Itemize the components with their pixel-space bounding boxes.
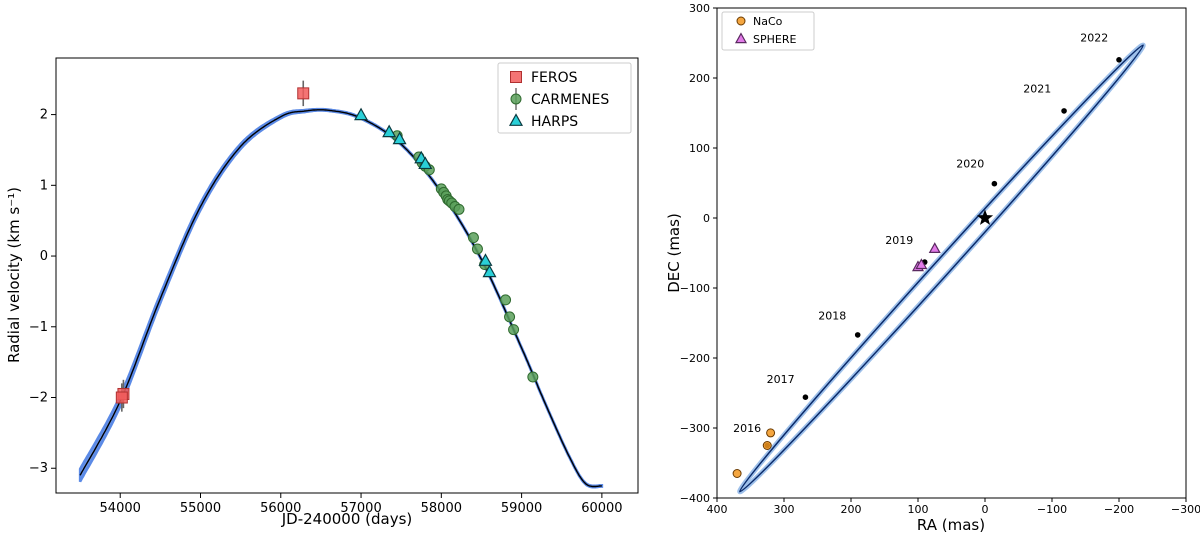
astrometry-legend: NaCo SPHERE — [721, 11, 815, 51]
astrometry-y-tick-label: −300 — [680, 422, 710, 435]
astrometry-y-tick-label: 0 — [703, 212, 710, 225]
rv-data-points — [115, 80, 539, 412]
rv-legend-box — [497, 62, 632, 134]
astrometry-epoch-dot — [854, 332, 861, 338]
astrometry-x-tick-label: 0 — [982, 503, 989, 516]
astrometry-x-tick-label: 300 — [774, 503, 795, 516]
rv-harps-point — [392, 131, 407, 145]
astrometry-y-tick-label: −100 — [680, 282, 710, 295]
astrometry-epoch-label: 2020 — [956, 158, 984, 171]
rv-y-tick-label: 2 — [40, 108, 48, 123]
astrometry-sphere-point — [915, 258, 928, 270]
astrometry-legend-sphere-marker — [734, 32, 748, 44]
rv-legend-carmenes: CARMENES — [531, 92, 609, 108]
rv-carmenes-point — [471, 243, 483, 255]
rv-carmenes-point — [508, 324, 520, 336]
astrometry-legend-sphere: SPHERE — [753, 33, 796, 46]
rv-x-tick-label: 59000 — [501, 501, 542, 516]
rv-harps-point — [478, 253, 493, 266]
astrometry-y-axis-label: DEC (mas) — [665, 213, 683, 293]
astrometry-host-star — [976, 209, 994, 225]
astrometry-orbit-line — [738, 44, 1144, 493]
rv-harps-point — [418, 156, 433, 170]
astrometry-data-points — [732, 242, 941, 478]
rv-feros-point — [115, 391, 128, 404]
astrometry-x-tick-label: −300 — [1171, 503, 1200, 516]
rv-legend-carmenes-marker — [510, 93, 522, 105]
astrometry-x-tick-label: 100 — [908, 503, 929, 516]
astrometry-y-tick-label: 200 — [689, 72, 710, 85]
rv-carmenes-point — [500, 294, 512, 306]
rv-legend-markers — [508, 71, 524, 126]
astrometry-y-tick-label: 100 — [689, 142, 710, 155]
rv-x-tick-label: 56000 — [260, 501, 301, 516]
astrometry-naco-point — [732, 469, 742, 478]
rv-x-tick-label: 55000 — [180, 501, 221, 516]
rv-legend: FEROS CARMENES HARPS — [497, 62, 632, 134]
astrometry-epoch-dot — [1116, 57, 1122, 63]
rv-harps-point — [482, 264, 497, 278]
astrometry-epoch-dot — [802, 394, 809, 401]
astrometry-legend-markers — [734, 16, 748, 44]
rv-legend-harps: HARPS — [531, 114, 578, 130]
astrometry-epoch-label: 2016 — [733, 422, 761, 435]
rv-carmenes-point — [527, 371, 539, 383]
rv-feros-point — [297, 87, 310, 100]
astrometry-legend-naco: NaCo — [753, 15, 783, 28]
rv-y-tick-label: 0 — [40, 249, 48, 264]
astrometry-epoch-dot — [991, 180, 998, 187]
rv-carmenes-point — [453, 203, 465, 215]
astrometry-orbit-ellipse — [737, 42, 1146, 495]
rv-carmenes-point — [467, 232, 479, 244]
rv-x-tick-label: 60000 — [581, 501, 622, 516]
astrometry-sphere-point — [928, 242, 941, 253]
astrometry-y-tick-label: −400 — [680, 492, 710, 505]
rv-legend-feros-marker — [510, 71, 522, 83]
astrometry-epoch-label: 2022 — [1080, 32, 1108, 45]
astrometry-naco-point — [766, 428, 776, 438]
astrometry-epoch-label: 2021 — [1023, 83, 1051, 96]
astrometry-naco-point — [762, 441, 772, 450]
astrometry-y-tick-label: 300 — [689, 2, 710, 15]
astrometry-x-tick-label: 400 — [707, 503, 728, 516]
astrometry-x-tick-label: −200 — [1104, 503, 1134, 516]
rv-x-axis-label: JD-240000 (days) — [281, 510, 413, 528]
rv-chart: 54000 55000 56000 57000 58000 59000 60000 −3 −2 −… — [5, 57, 639, 528]
astrometry-epoch-label: 2018 — [818, 310, 846, 323]
rv-legend-harps-marker — [508, 113, 524, 126]
rv-carmenes-point — [504, 311, 516, 323]
rv-y-tick-label: 1 — [40, 178, 48, 193]
rv-x-tick-label: 58000 — [421, 501, 462, 516]
rv-y-tick-label: −1 — [29, 320, 48, 335]
astrometry-epoch-dot — [1061, 108, 1067, 114]
rv-harps-point — [382, 124, 397, 138]
rv-y-tick-label: −2 — [29, 391, 48, 406]
astrometry-epoch-label: 2019 — [885, 234, 913, 247]
astrometry-legend-naco-marker — [736, 16, 746, 26]
rv-x-tick-label: 54000 — [100, 501, 141, 516]
astrometry-x-axis-label: RA (mas) — [917, 516, 985, 534]
rv-legend-feros: FEROS — [531, 70, 578, 86]
rv-y-axis-label: Radial velocity (km s⁻¹) — [5, 187, 23, 363]
astrometry-axes-ticks: 400 300 200 100 0 −100 −200 −300 −400 −300 −200 −10… — [680, 2, 1200, 516]
astrometry-x-tick-label: 200 — [841, 503, 862, 516]
astrometry-epoch-label: 2017 — [767, 373, 795, 386]
astrometry-chart: 400 300 200 100 0 −100 −200 −300 −400 −300 −200 −10… — [665, 2, 1200, 534]
rv-y-tick-label: −3 — [29, 461, 48, 476]
astrometry-y-tick-label: −200 — [680, 352, 710, 365]
astrometry-x-tick-label: −100 — [1037, 503, 1067, 516]
rv-axes-ticks: 54000 55000 56000 57000 58000 59000 60000 −3 −2 −… — [29, 108, 623, 516]
rv-harps-point — [354, 107, 369, 121]
rv-x-tick-label: 57000 — [340, 501, 381, 516]
